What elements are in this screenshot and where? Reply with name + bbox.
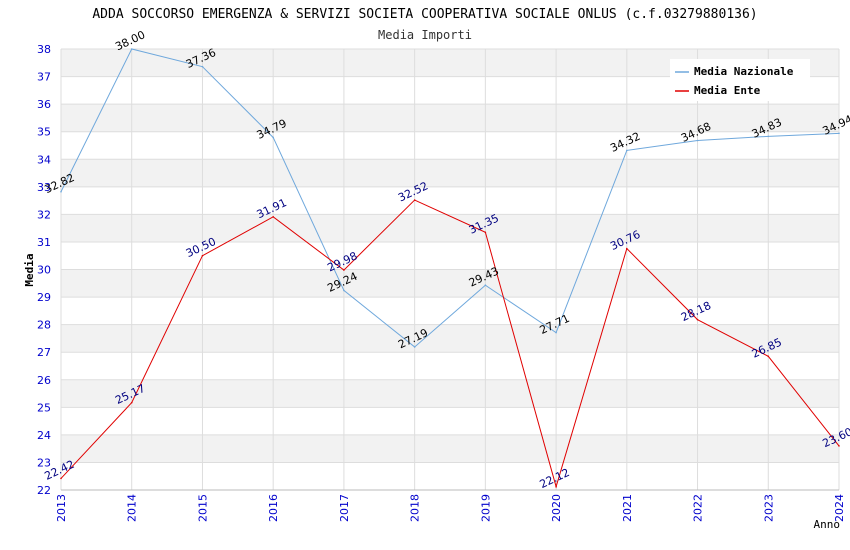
data-point-media-ente: [130, 401, 133, 404]
y-tick-label: 34: [37, 153, 51, 166]
y-tick-label: 22: [37, 484, 51, 497]
data-point-media-nazionale: [413, 346, 416, 348]
x-tick-label: 2018: [409, 494, 422, 522]
y-tick-label: 27: [37, 346, 51, 359]
y-tick-label: 24: [37, 429, 51, 442]
data-label-media-nazionale: 34.32: [608, 130, 642, 155]
data-point-media-ente: [413, 199, 416, 201]
x-tick-label: 2021: [621, 494, 634, 522]
data-point-media-nazionale: [201, 65, 204, 68]
series-layer: [60, 48, 840, 489]
legend-label-media-ente: Media Ente: [694, 84, 761, 97]
x-tick-label: 2014: [126, 494, 139, 522]
y-tick-label: 32: [37, 208, 51, 221]
legend: Media Nazionale Media Ente: [670, 59, 810, 101]
y-tick-label: 23: [37, 456, 51, 469]
y-axis-ticks: 22 23 24 25 26 27 28 29 30 31 32 33 34 35 36 37 38: [37, 43, 51, 497]
y-tick-label: 30: [37, 264, 51, 277]
y-tick-label: 37: [37, 71, 51, 84]
data-point-media-nazionale: [626, 149, 628, 152]
data-point-media-ente: [555, 485, 557, 488]
chart-subtitle: Media Importi: [378, 28, 472, 42]
data-label-media-ente: 28.18: [679, 299, 713, 324]
y-tick-label: 35: [37, 126, 51, 139]
x-tick-label: 2019: [479, 494, 492, 522]
data-point-media-nazionale: [767, 135, 770, 138]
legend-label-media-nazionale: Media Nazionale: [694, 65, 794, 78]
x-tick-label: 2020: [550, 494, 563, 522]
data-point-media-ente: [838, 445, 840, 447]
y-tick-label: 29: [37, 291, 51, 304]
y-tick-label: 28: [37, 319, 51, 332]
x-tick-label: 2024: [833, 494, 846, 522]
data-point-media-nazionale: [838, 132, 840, 135]
data-point-media-ente: [343, 269, 345, 271]
y-tick-label: 31: [37, 236, 51, 249]
x-tick-label: 2023: [762, 494, 775, 522]
data-point-media-ente: [201, 254, 204, 257]
data-point-media-ente: [767, 355, 770, 358]
grid-band: [61, 434, 839, 463]
data-point-media-nazionale: [60, 190, 62, 193]
legend-box: [670, 59, 810, 101]
chart-title: ADDA SOCCORSO EMERGENZA & SERVIZI SOCIET…: [92, 7, 757, 22]
y-axis-label: Media: [23, 253, 36, 286]
data-label-media-ente: 22.12: [538, 466, 572, 491]
data-point-media-ente: [272, 216, 274, 218]
data-point-media-ente: [484, 231, 487, 234]
grid-band: [61, 324, 839, 353]
y-tick-label: 36: [37, 98, 51, 111]
data-point-media-ente: [696, 318, 699, 321]
data-point-media-nazionale: [272, 136, 274, 139]
background-bands: [61, 49, 839, 463]
data-point-media-ente: [626, 247, 628, 250]
data-point-media-nazionale: [343, 289, 345, 292]
x-axis-ticks: 2013 2014 2015 2016 2017 2018 2019 2020 2021 2022…: [55, 494, 846, 522]
series-line-media-nazionale: [60, 48, 840, 348]
series-line-media-ente: [60, 199, 840, 489]
y-tick-label: 25: [37, 401, 51, 414]
x-axis-label: Anno: [814, 518, 841, 531]
data-point-media-nazionale: [696, 139, 699, 142]
grid-band: [61, 104, 839, 132]
data-point-media-ente: [60, 477, 62, 480]
x-tick-label: 2015: [196, 494, 209, 522]
data-label-media-nazionale: 32.82: [42, 171, 76, 196]
data-point-media-nazionale: [130, 48, 133, 50]
grid-band: [61, 379, 839, 408]
y-tick-label: 26: [37, 374, 51, 387]
x-tick-label: 2017: [338, 494, 351, 522]
data-point-media-nazionale: [484, 284, 487, 287]
x-tick-label: 2013: [55, 494, 68, 522]
data-point-media-nazionale: [555, 331, 557, 334]
x-tick-label: 2022: [692, 494, 705, 522]
y-tick-label: 38: [37, 43, 51, 56]
y-tick-label: 33: [37, 181, 51, 194]
grid-band: [61, 269, 839, 298]
x-tick-label: 2016: [267, 494, 280, 522]
grid-band: [61, 214, 839, 242]
grid-band: [61, 159, 839, 187]
